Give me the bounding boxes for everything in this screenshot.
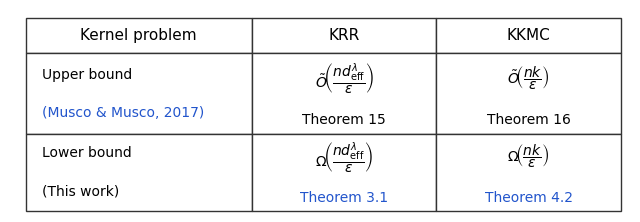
Text: KRR: KRR (328, 28, 360, 43)
Bar (436, 18, 621, 53)
Text: Upper bound: Upper bound (42, 68, 132, 82)
Bar (26, 18, 252, 53)
Text: KKMC: KKMC (507, 28, 550, 43)
Text: Theorem 3.1: Theorem 3.1 (300, 191, 388, 205)
Text: $\Omega\!\left(\dfrac{nd_{\mathrm{eff}}^{\lambda}}{\varepsilon}\right)$: $\Omega\!\left(\dfrac{nd_{\mathrm{eff}}^… (315, 140, 373, 174)
Bar (26, 53, 252, 134)
Text: $\tilde{O}\!\left(\dfrac{nk}{\varepsilon}\right)$: $\tilde{O}\!\left(\dfrac{nk}{\varepsilon… (508, 65, 550, 92)
Bar (436, 53, 621, 134)
Bar (252, 134, 436, 211)
Bar (436, 134, 621, 211)
Text: Lower bound: Lower bound (42, 146, 131, 160)
Text: (Musco & Musco, 2017): (Musco & Musco, 2017) (42, 106, 204, 120)
Text: Theorem 16: Theorem 16 (486, 113, 570, 127)
Bar (26, 134, 252, 211)
Bar (252, 18, 436, 53)
Text: $\Omega\!\left(\dfrac{nk}{\varepsilon}\right)$: $\Omega\!\left(\dfrac{nk}{\varepsilon}\r… (508, 143, 550, 170)
Text: Kernel problem: Kernel problem (81, 28, 197, 43)
Bar (252, 53, 436, 134)
Text: $\tilde{O}\!\left(\dfrac{nd_{\mathrm{eff}}^{\lambda}}{\varepsilon}\right)$: $\tilde{O}\!\left(\dfrac{nd_{\mathrm{eff… (315, 61, 373, 95)
Text: Theorem 15: Theorem 15 (302, 113, 386, 127)
Text: Theorem 4.2: Theorem 4.2 (484, 191, 573, 205)
Text: (This work): (This work) (42, 184, 119, 199)
